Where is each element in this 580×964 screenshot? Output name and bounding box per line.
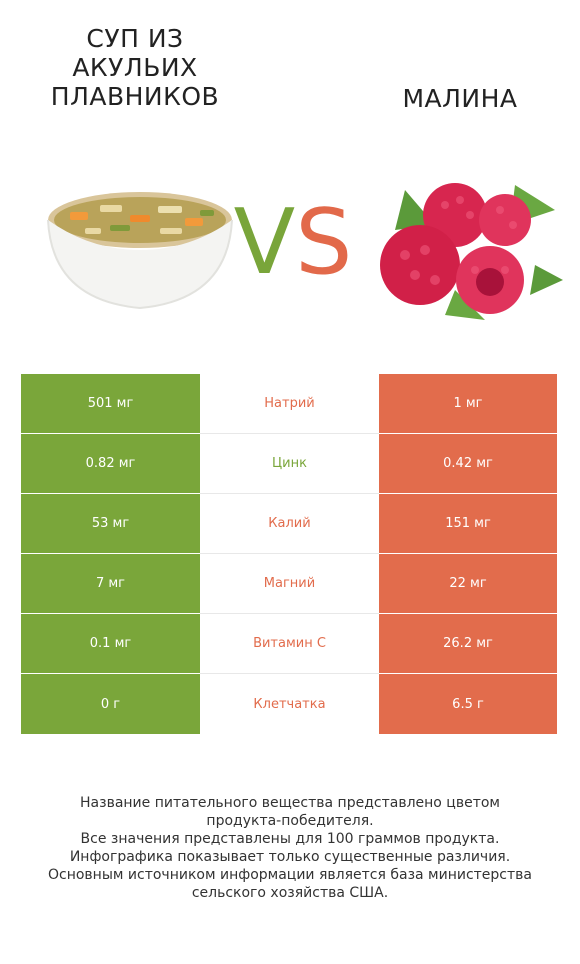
table-row: 0.1 мг Витамин C 26.2 мг — [21, 614, 557, 674]
table-row: 0.82 мг Цинк 0.42 мг — [21, 434, 557, 494]
nutrient-label: Клетчатка — [200, 674, 379, 734]
left-value: 7 мг — [21, 554, 200, 614]
right-value: 1 мг — [379, 374, 557, 434]
nutrient-label: Калий — [200, 494, 379, 554]
footer-line: Все значения представлены для 100 граммо… — [80, 831, 500, 847]
right-value: 26.2 мг — [379, 614, 557, 674]
right-value: 151 мг — [379, 494, 557, 554]
vs-v: V — [233, 190, 296, 295]
left-value: 0.1 мг — [21, 614, 200, 674]
table-row: 0 г Клетчатка 6.5 г — [21, 674, 557, 734]
right-product-title: МАЛИНА — [402, 84, 518, 113]
table-row: 7 мг Магний 22 мг — [21, 554, 557, 614]
left-value: 501 мг — [21, 374, 200, 434]
footer-line: продукта-победителя. — [206, 813, 374, 829]
soup-bowl-image — [47, 192, 233, 310]
vs-s: S — [295, 190, 353, 295]
footer-notes: Название питательного вещества представл… — [20, 794, 560, 902]
right-value: 0.42 мг — [379, 434, 557, 494]
left-value: 53 мг — [21, 494, 200, 554]
comparison-table: 501 мг Натрий 1 мг 0.82 мг Цинк 0.42 мг … — [21, 374, 557, 734]
table-row: 501 мг Натрий 1 мг — [21, 374, 557, 434]
footer-line: Основным источником информации является … — [48, 867, 532, 883]
footer-line: Инфографика показывает только существенн… — [69, 849, 511, 865]
right-value: 22 мг — [379, 554, 557, 614]
left-value: 0.82 мг — [21, 434, 200, 494]
footer-line: сельского хозяйства США. — [191, 885, 389, 901]
vs-label: VS — [228, 195, 358, 291]
left-value: 0 г — [21, 674, 200, 734]
nutrient-label: Цинк — [200, 434, 379, 494]
nutrient-label: Натрий — [200, 374, 379, 434]
raspberry-image — [380, 183, 563, 320]
left-product-title: СУП ИЗ АКУЛЬИХ ПЛАВНИКОВ — [50, 24, 220, 111]
nutrient-label: Магний — [200, 554, 379, 614]
nutrient-label: Витамин C — [200, 614, 379, 674]
right-value: 6.5 г — [379, 674, 557, 734]
table-row: 53 мг Калий 151 мг — [21, 494, 557, 554]
footer-line: Название питательного вещества представл… — [80, 795, 500, 811]
